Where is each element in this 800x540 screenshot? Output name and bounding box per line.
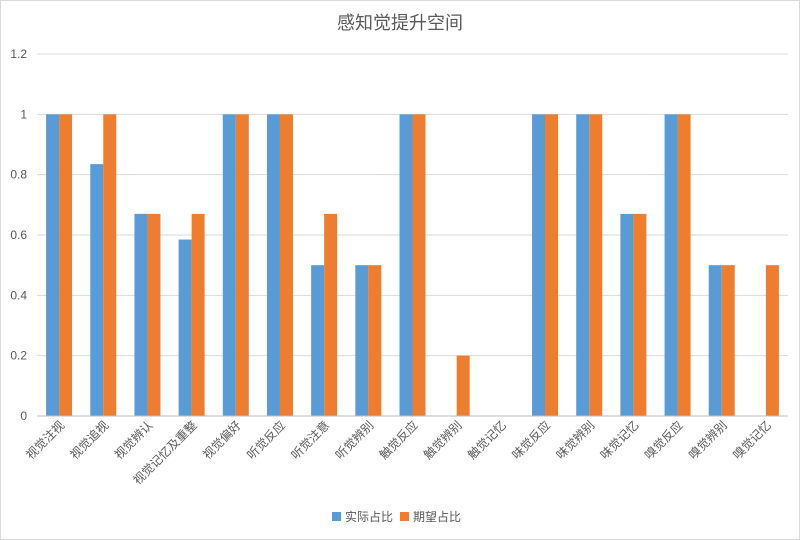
x-tick-label: 触觉反应: [376, 418, 421, 463]
x-tick-label: 听觉反应: [244, 418, 289, 463]
x-tick-label: 味觉记忆: [598, 418, 642, 462]
y-tick-label: 1.2: [10, 47, 27, 61]
bar-expected: [765, 265, 779, 416]
x-tick-label: 触觉辨别: [421, 418, 465, 462]
bar-actual: [708, 265, 722, 416]
bar-expected: [677, 114, 691, 416]
y-tick-label: 0.8: [10, 168, 27, 182]
bar-actual: [311, 265, 325, 416]
x-tick-label: 视觉注视: [23, 418, 68, 463]
bar-actual: [178, 239, 192, 416]
x-tick-label: 嗅觉反应: [641, 418, 686, 463]
bar-actual: [266, 114, 280, 416]
y-axis-ticks: 0 0.2 0.4 0.6 0.8 1 1.2: [10, 47, 27, 423]
bar-actual: [532, 114, 546, 416]
legend: 实际占比 期望占比: [332, 509, 461, 524]
bar-expected: [368, 265, 382, 416]
bar-expected: [324, 213, 338, 416]
bar-expected: [191, 213, 205, 416]
y-tick-label: 0: [20, 409, 27, 423]
bar-expected: [103, 114, 117, 416]
bar-expected: [279, 114, 293, 416]
y-tick-label: 0.2: [10, 349, 27, 363]
bar-expected: [721, 265, 735, 416]
bar-actual: [576, 114, 590, 416]
bar-expected: [633, 213, 647, 416]
bar-actual: [620, 213, 634, 416]
legend-swatch: [332, 512, 341, 521]
x-tick-label: 嗅觉辨别: [686, 418, 730, 462]
bar-actual: [355, 265, 369, 416]
x-tick-label: 视觉偏好: [199, 418, 244, 463]
bar-expected: [412, 114, 426, 416]
x-tick-label: 味觉反应: [509, 418, 554, 463]
bar-actual: [399, 114, 413, 416]
legend-label: 期望占比: [413, 509, 461, 524]
x-tick-label: 触觉记忆: [465, 418, 509, 462]
x-tick-label: 视觉追视: [67, 418, 112, 463]
bar-expected: [456, 355, 470, 416]
bar-expected: [59, 114, 73, 416]
chart-title: 感知觉提升空间: [337, 13, 463, 34]
x-tick-label: 嗅觉记忆: [730, 418, 774, 462]
bar-actual: [46, 114, 60, 416]
y-tick-label: 0.4: [10, 288, 27, 302]
bar-expected: [589, 114, 603, 416]
legend-label: 实际占比: [345, 509, 393, 524]
legend-swatch: [400, 512, 409, 521]
bar-actual: [90, 164, 104, 416]
bars: [46, 114, 779, 416]
x-axis-tick-labels: 视觉注视 视觉追视 视觉辨认视觉记忆及重整 视觉偏好 听觉反应 听觉注意 听觉辨别 触觉反应触…: [23, 418, 774, 488]
x-tick-label: 听觉辨别: [333, 418, 377, 462]
y-tick-label: 1: [20, 107, 27, 121]
x-tick-label: 视觉辨认: [111, 418, 156, 463]
bar-expected: [545, 114, 559, 416]
bar-expected: [235, 114, 249, 416]
bar-actual: [222, 114, 236, 416]
y-tick-label: 0.6: [10, 228, 27, 242]
x-tick-label: 听觉注意: [288, 418, 333, 463]
x-tick-label: 味觉辨别: [553, 418, 597, 462]
bar-expected: [147, 213, 161, 416]
bar-actual: [664, 114, 678, 416]
bar-actual: [134, 213, 148, 416]
